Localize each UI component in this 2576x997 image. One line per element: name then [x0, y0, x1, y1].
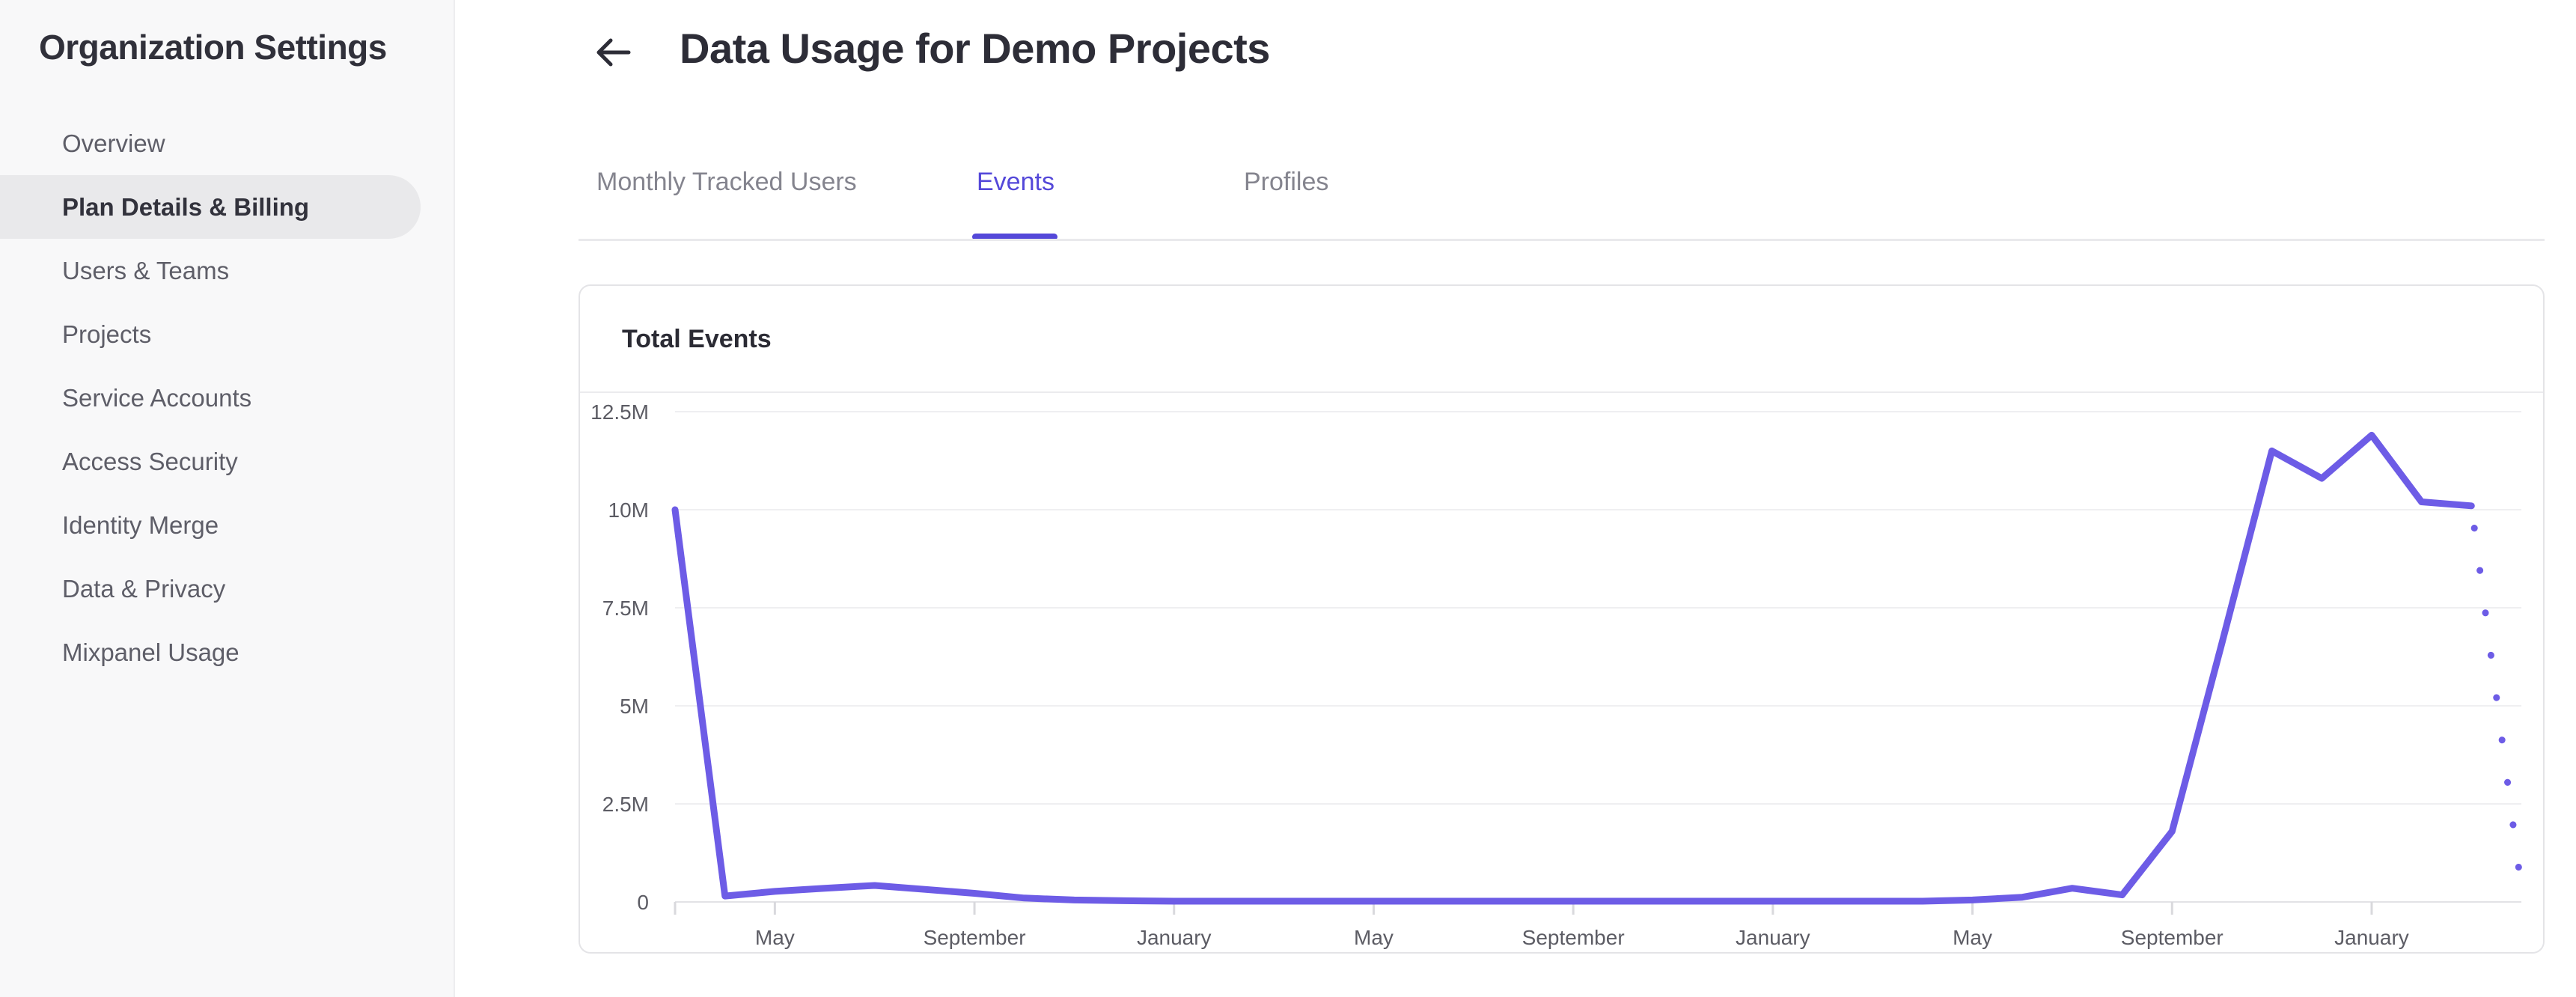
events-line: [671, 431, 2475, 905]
tab-monthly-tracked-users[interactable]: Monthly Tracked Users: [596, 168, 857, 196]
sidebar-title: Organization Settings: [39, 28, 387, 67]
total-events-chart: 12.5M 10M 7.5M 5M 2.5M 0 May September January Ma…: [590, 400, 2525, 949]
sidebar-item-users-teams[interactable]: Users & Teams: [62, 257, 230, 284]
y-axis-label: 7.5M: [602, 597, 649, 620]
sidebar-item-overview[interactable]: Overview: [62, 129, 165, 157]
x-axis-label: January: [1736, 926, 1810, 949]
sidebar-item-plan-details-billing[interactable]: Plan Details & Billing: [0, 175, 421, 239]
x-axis-label: May: [1953, 926, 1992, 949]
x-axis-label: September: [2121, 926, 2224, 949]
arrow-left-icon: [596, 38, 631, 67]
tab-profiles[interactable]: Profiles: [1244, 168, 1329, 196]
tab-events[interactable]: Events: [977, 168, 1054, 196]
sidebar-item-identity-merge[interactable]: Identity Merge: [62, 511, 219, 539]
sidebar-nav: Overview Plan Details & Billing Users & Te…: [0, 112, 454, 684]
sidebar-item-service-accounts[interactable]: Service Accounts: [62, 384, 252, 412]
x-axis-label: September: [1522, 926, 1625, 949]
sidebar-item-mixpanel-usage[interactable]: Mixpanel Usage: [62, 638, 239, 666]
x-axis-label: May: [755, 926, 795, 949]
sidebar-item-projects[interactable]: Projects: [62, 320, 152, 348]
chart-title: Total Events: [622, 325, 772, 353]
y-axis-label: 12.5M: [590, 400, 649, 424]
tabs-divider: [579, 239, 2545, 241]
back-button[interactable]: [591, 31, 633, 73]
x-axis-label: May: [1354, 926, 1394, 949]
y-axis-label: 0: [637, 891, 649, 914]
x-axis-label: January: [2334, 926, 2409, 949]
total-events-card: Total Events 12.5M 10M 7.5M 5M 2.5M 0 May Septe…: [579, 284, 2545, 954]
sidebar-item-data-privacy[interactable]: Data & Privacy: [62, 575, 226, 603]
y-axis-label: 2.5M: [602, 793, 649, 816]
sidebar-item-access-security[interactable]: Access Security: [62, 448, 238, 475]
page-title: Data Usage for Demo Projects: [680, 25, 1270, 72]
sidebar: Organization Settings Overview Plan Detai…: [0, 0, 455, 997]
x-axis-label: September: [924, 926, 1026, 949]
y-axis-label: 5M: [620, 695, 649, 718]
active-tab-indicator: [972, 234, 1057, 240]
y-axis-label: 10M: [608, 498, 649, 522]
chart-card-divider: [580, 391, 2543, 393]
events-line-projected: [2467, 502, 2525, 892]
x-axis-label: January: [1137, 926, 1212, 949]
